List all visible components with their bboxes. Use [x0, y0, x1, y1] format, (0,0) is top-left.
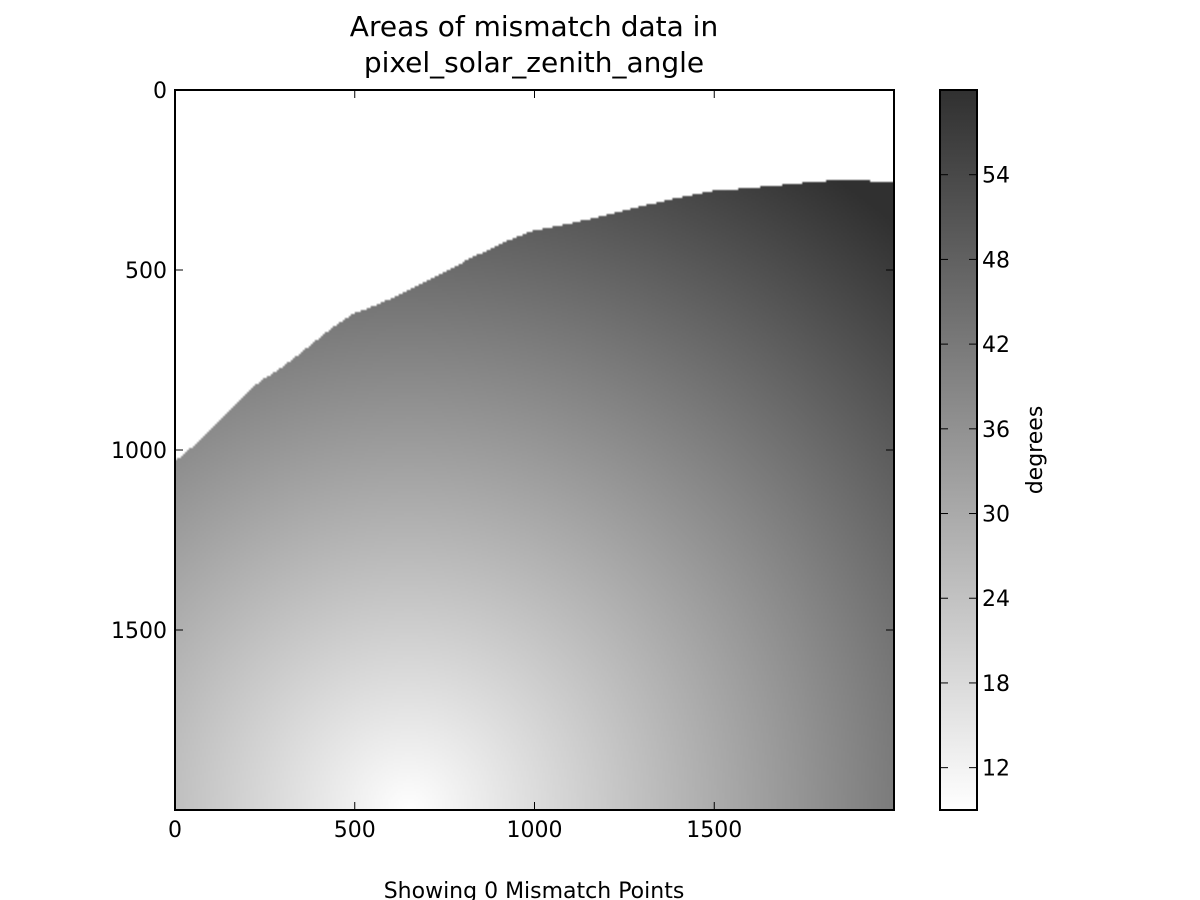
- colorbar-tick-label: 30: [982, 503, 1010, 528]
- heatmap: [175, 90, 894, 810]
- y-tick-label: 1000: [111, 439, 167, 464]
- x-axis: 0 500 1000 1500: [168, 90, 742, 843]
- colorbar-tick-label: 54: [982, 164, 1010, 189]
- y-axis: 0 500 1000 1500: [111, 79, 894, 644]
- x-tick-label: 0: [168, 818, 182, 843]
- chart-title-line-2: pixel_solar_zenith_angle: [364, 46, 704, 79]
- y-tick-label: 500: [125, 259, 167, 284]
- x-axis-label: Showing 0 Mismatch Points: [384, 879, 685, 900]
- colorbar-tick-label: 24: [982, 587, 1010, 612]
- heatmap-image: [175, 90, 894, 810]
- colorbar-tick-label: 36: [982, 418, 1010, 443]
- x-tick-label: 500: [334, 818, 376, 843]
- colorbar-tick-label: 12: [982, 757, 1010, 782]
- colorbar-label: degrees: [1023, 406, 1048, 495]
- y-tick-label: 0: [153, 79, 167, 104]
- colorbar-tick-label: 18: [982, 672, 1010, 697]
- colorbar-tick-label: 48: [982, 248, 1010, 273]
- colorbar-ticks: 12 18 24 30 36 42 48 54: [940, 164, 1010, 782]
- colorbar-tick-label: 42: [982, 333, 1010, 358]
- chart-title-line-1: Areas of mismatch data in: [350, 10, 718, 43]
- colorbar: [939, 89, 978, 811]
- x-tick-label: 1500: [686, 818, 742, 843]
- x-tick-label: 1000: [507, 818, 563, 843]
- y-tick-label: 1500: [111, 619, 167, 644]
